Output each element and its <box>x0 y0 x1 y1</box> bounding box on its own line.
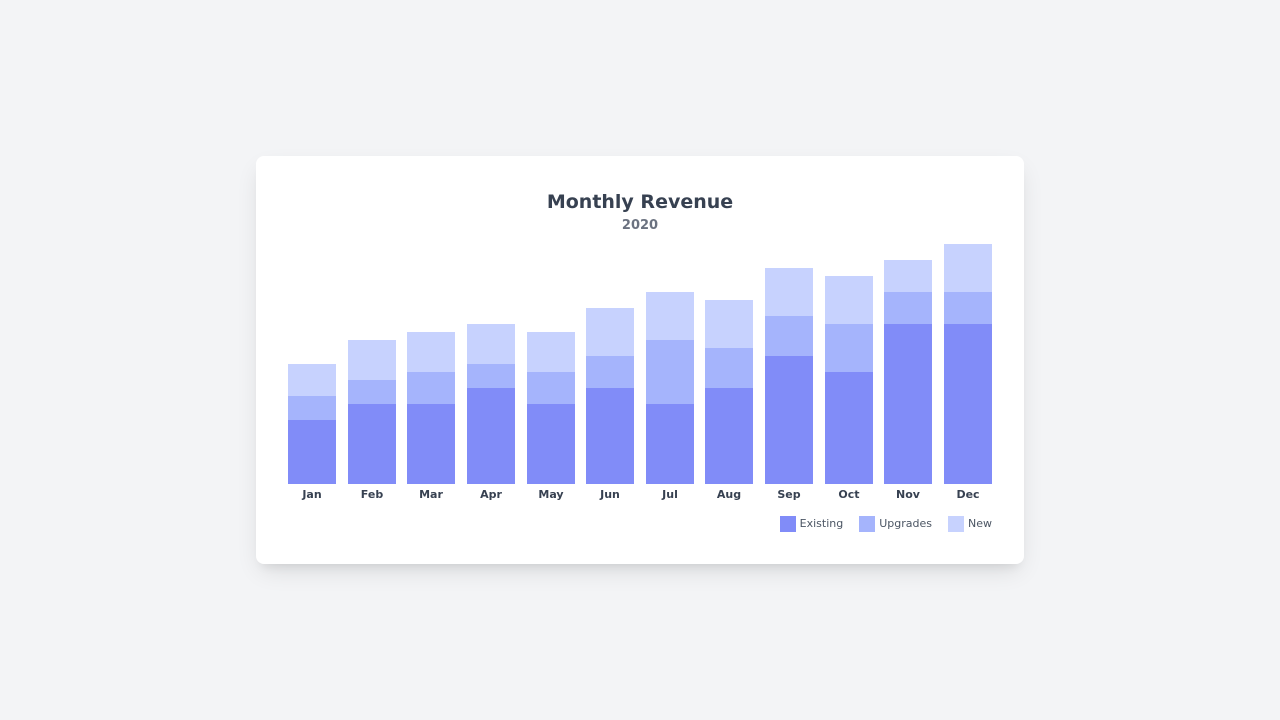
x-axis-label: May <box>538 488 564 501</box>
bar-segment-new <box>527 332 575 372</box>
bar-dec <box>944 244 992 484</box>
bar-segment-new <box>825 276 873 324</box>
bar-segment-upgrades <box>944 292 992 324</box>
plot-area <box>288 228 992 484</box>
bar-segment-existing <box>586 388 634 484</box>
bar-segment-new <box>288 364 336 396</box>
bar-segment-existing <box>288 420 336 484</box>
bar-segment-upgrades <box>527 372 575 404</box>
bar-oct <box>825 276 873 484</box>
bar-jul <box>646 292 694 484</box>
bar-feb <box>348 340 396 484</box>
bar-segment-existing <box>705 388 753 484</box>
bar-segment-upgrades <box>467 364 515 388</box>
bar-sep <box>765 268 813 484</box>
chart-title: Monthly Revenue <box>546 191 734 213</box>
legend-item-new[interactable]: New <box>948 516 992 532</box>
bar-segment-upgrades <box>884 292 932 324</box>
bar-segment-existing <box>765 356 813 484</box>
bar-segment-new <box>765 268 813 316</box>
bar-segment-upgrades <box>705 348 753 388</box>
bar-segment-existing <box>407 404 455 484</box>
bar-aug <box>705 300 753 484</box>
x-axis-label: Feb <box>360 488 384 501</box>
bar-segment-new <box>944 244 992 292</box>
bar-apr <box>467 324 515 484</box>
bar-segment-new <box>884 260 932 292</box>
legend: Existing Upgrades New <box>779 516 992 532</box>
x-axis-label: Jan <box>302 488 322 501</box>
legend-label: New <box>968 517 992 530</box>
bar-may <box>527 332 575 484</box>
bar-segment-existing <box>467 388 515 484</box>
bar-segment-upgrades <box>407 372 455 404</box>
bar-segment-existing <box>646 404 694 484</box>
bar-mar <box>407 332 455 484</box>
bar-segment-upgrades <box>825 324 873 372</box>
legend-label: Existing <box>799 517 844 530</box>
x-axis-label: Mar <box>419 488 443 501</box>
bar-nov <box>884 260 932 484</box>
chart-card: Monthly Revenue 2020 Jan Feb Mar Apr May Jun J… <box>256 156 1024 564</box>
chart-subtitle: 2020 <box>621 218 659 233</box>
bar-segment-existing <box>944 324 992 484</box>
bar-jun <box>586 308 634 484</box>
bar-segment-upgrades <box>765 316 813 356</box>
legend-label: Upgrades <box>879 517 932 530</box>
x-axis-label: Nov <box>896 488 920 501</box>
x-axis-label: Aug <box>716 488 742 501</box>
legend-swatch-icon <box>948 516 964 532</box>
bar-segment-upgrades <box>586 356 634 388</box>
x-axis-label: Sep <box>777 488 801 501</box>
bar-segment-existing <box>825 372 873 484</box>
x-axis-label: Jul <box>662 488 678 501</box>
bar-segment-new <box>348 340 396 380</box>
bar-segment-existing <box>884 324 932 484</box>
bar-jan <box>288 364 336 484</box>
legend-item-existing[interactable]: Existing <box>779 516 844 532</box>
bar-segment-existing <box>348 404 396 484</box>
legend-item-upgrades[interactable]: Upgrades <box>859 516 932 532</box>
x-axis-label: Apr <box>480 488 502 501</box>
bar-segment-new <box>705 300 753 348</box>
bar-segment-new <box>467 324 515 364</box>
bar-segment-new <box>586 308 634 356</box>
x-axis-label: Oct <box>838 488 860 501</box>
bar-segment-new <box>646 292 694 340</box>
legend-swatch-icon <box>859 516 876 532</box>
x-axis-label: Jun <box>600 488 620 501</box>
legend-swatch-icon <box>779 516 796 532</box>
bar-segment-new <box>407 332 455 372</box>
bar-segment-upgrades <box>348 380 396 404</box>
bar-segment-existing <box>527 404 575 484</box>
x-axis-labels: Jan Feb Mar Apr May Jun Jul Aug Sep Oct Nov Dec <box>288 488 992 504</box>
x-axis-label: Dec <box>956 488 980 501</box>
bar-segment-upgrades <box>646 340 694 404</box>
bar-segment-upgrades <box>288 396 336 420</box>
